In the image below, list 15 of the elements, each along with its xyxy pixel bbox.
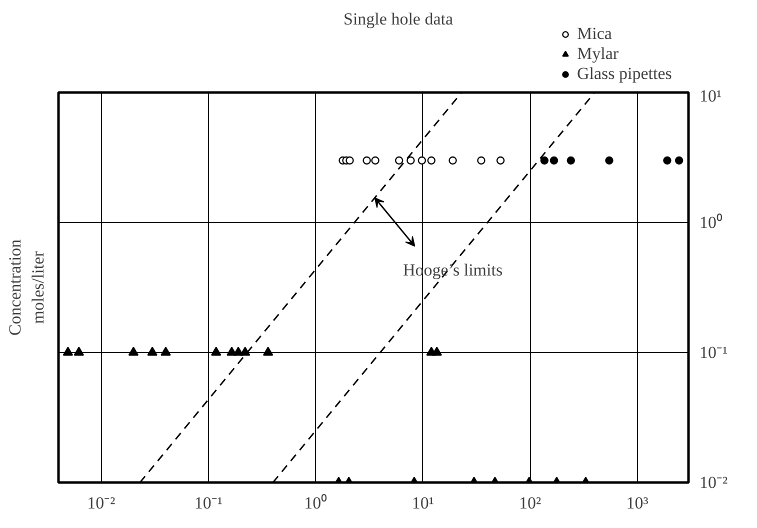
x-tick-label: 10⁻²	[87, 494, 116, 512]
y-tick-label: 10¹	[700, 86, 722, 106]
chart-title: Single hole data	[344, 10, 454, 28]
y-axis-title: Concentration moles/liter	[6, 238, 48, 336]
x-tick-label: 10²	[519, 494, 542, 512]
legend-label: Glass pipettes	[577, 64, 672, 84]
x-tick-label: 10⁻¹	[194, 494, 222, 512]
x-tick-label: 10³	[626, 494, 648, 512]
legend-label: Mylar	[577, 44, 619, 64]
x-tick-label: 10⁰	[304, 494, 328, 512]
y-tick-label: 10⁻¹	[700, 343, 728, 362]
legend-label: Mica	[577, 24, 612, 44]
y-tick-label: 10⁻²	[700, 473, 728, 492]
y-tick-label: 10⁰	[700, 213, 722, 232]
x-tick-label: 10¹	[412, 494, 434, 512]
